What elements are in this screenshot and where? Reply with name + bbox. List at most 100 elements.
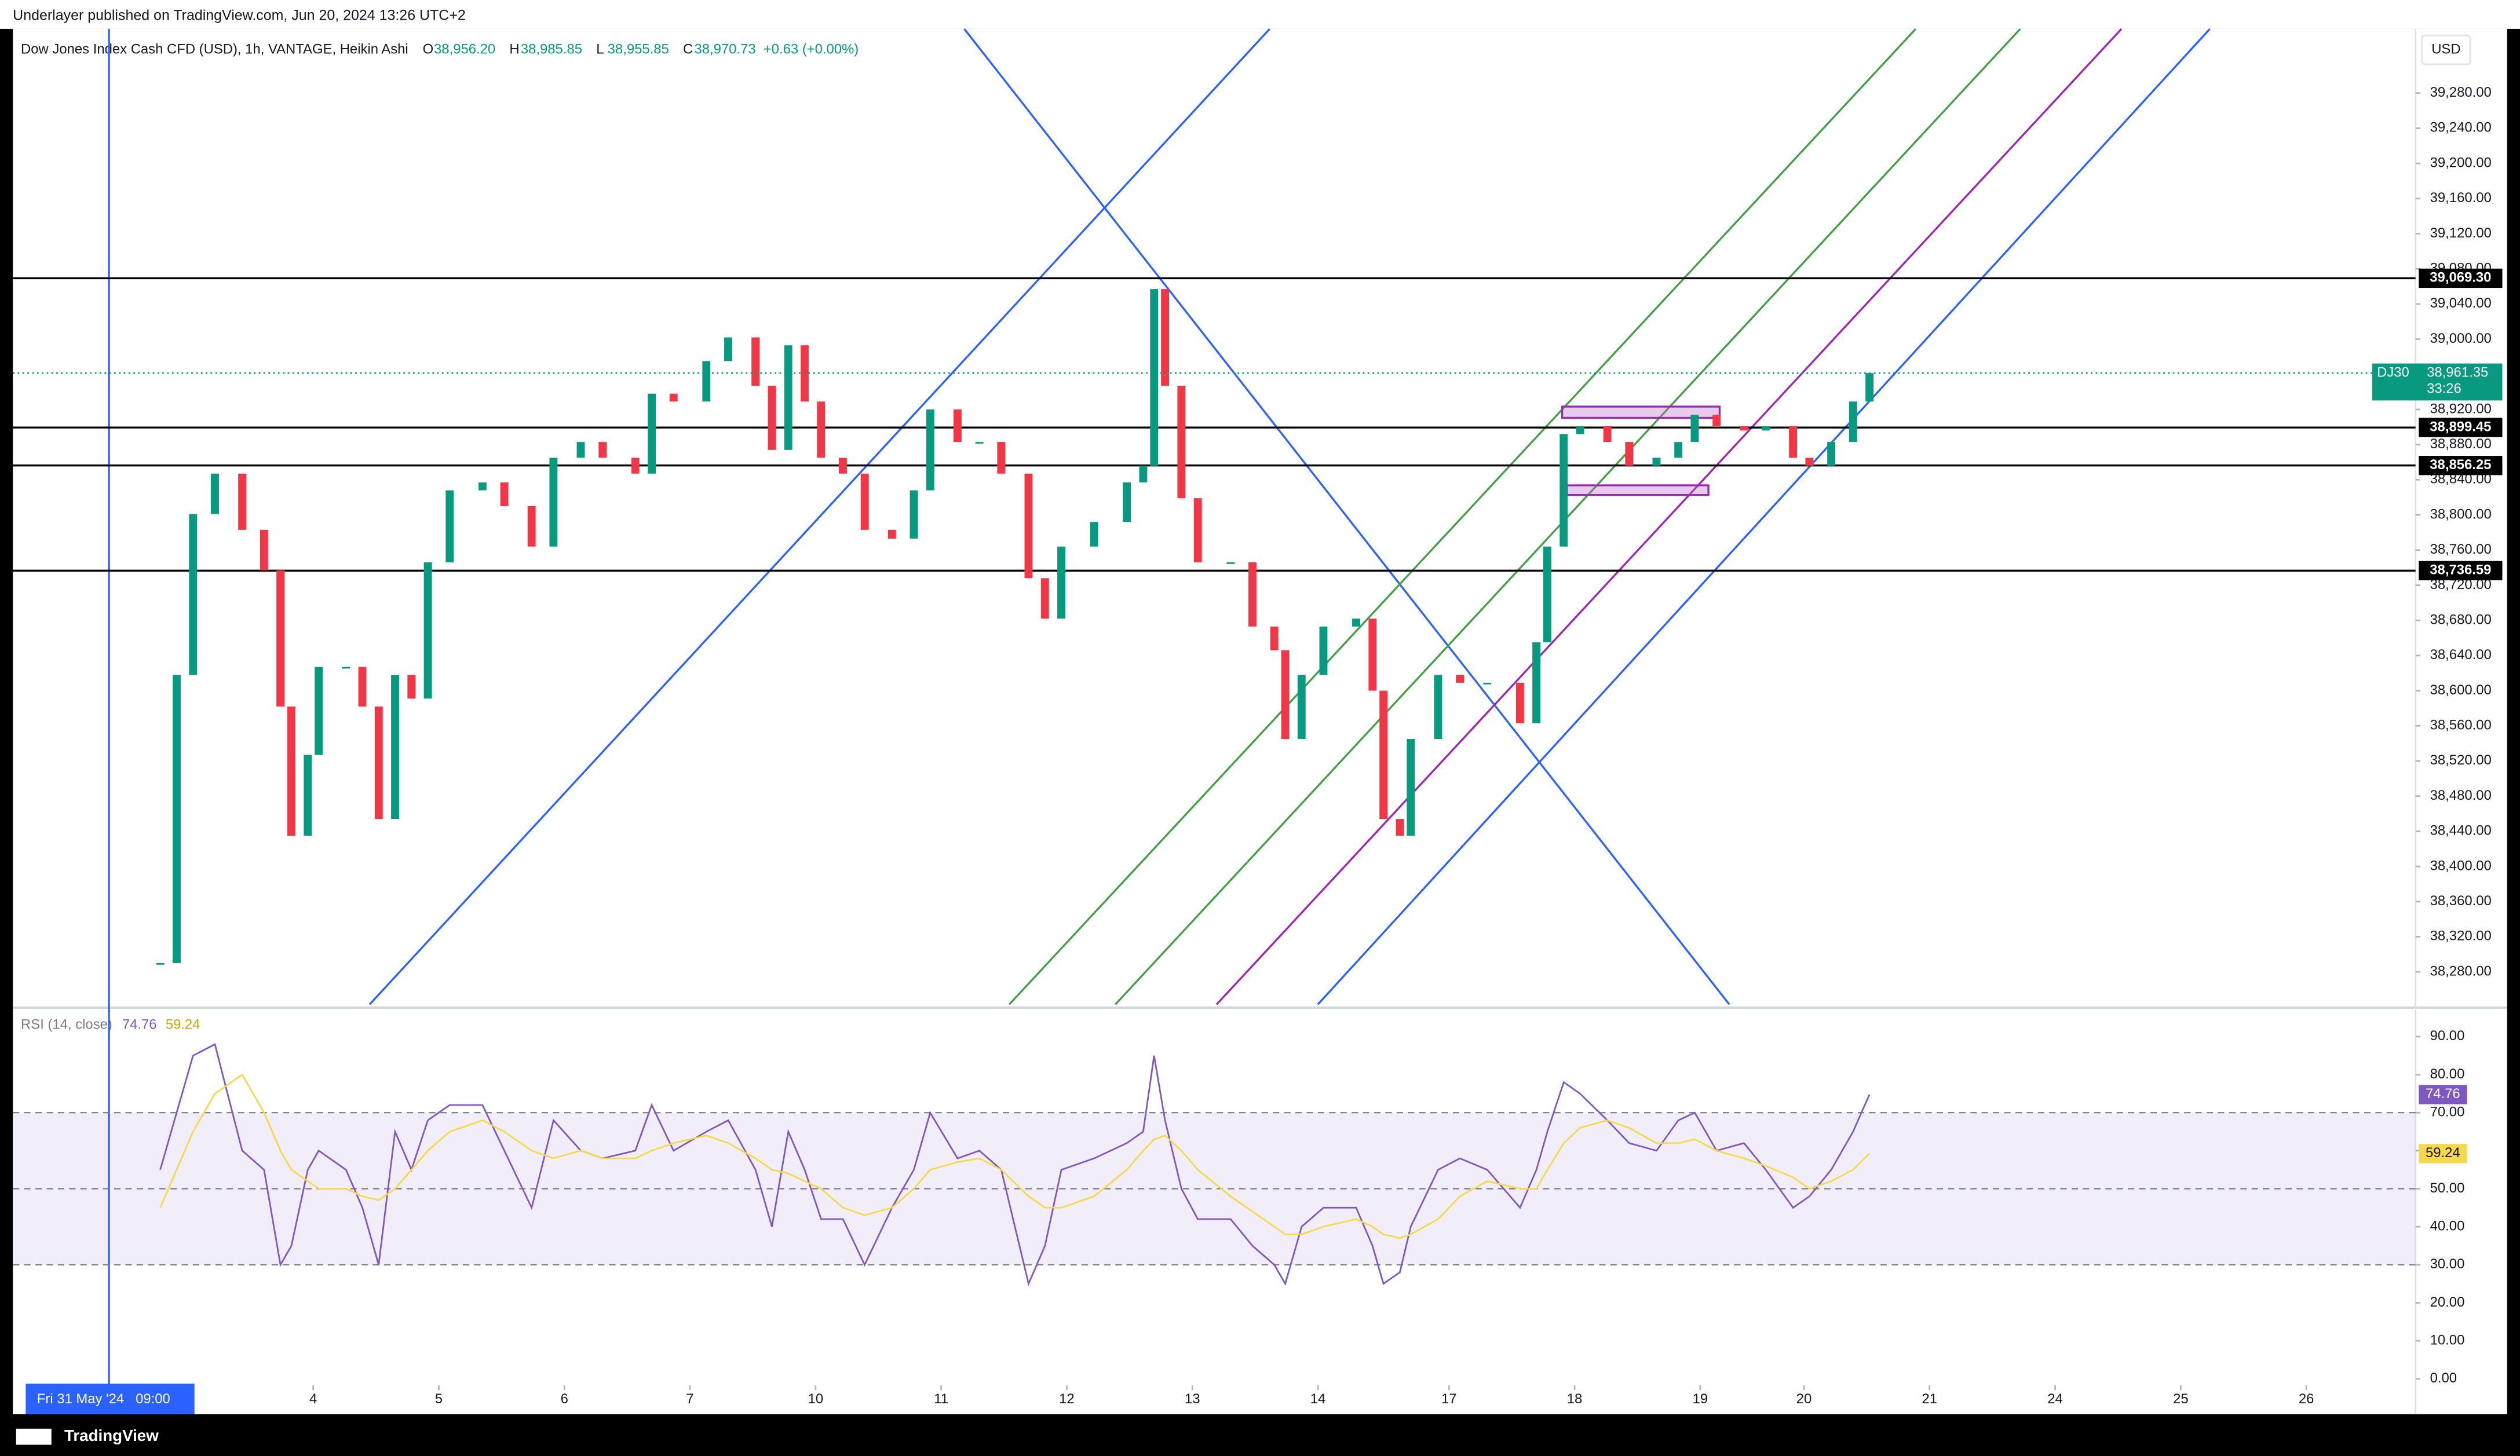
candle bbox=[500, 482, 509, 506]
change: +0.63 (+0.00%) bbox=[764, 41, 859, 57]
level-label-bg bbox=[2419, 268, 2503, 288]
candle bbox=[910, 490, 918, 539]
y-tick-label: 0.00 bbox=[2430, 1370, 2457, 1386]
x-tick-label: 24 bbox=[2047, 1391, 2063, 1407]
x-tick-label: 13 bbox=[1185, 1391, 1200, 1407]
level-label: 38,856.25 bbox=[2430, 457, 2491, 473]
chart-bg bbox=[13, 28, 2507, 1414]
candle bbox=[1248, 562, 1257, 627]
y-tick-label: 50.00 bbox=[2430, 1180, 2465, 1196]
candle bbox=[839, 458, 847, 474]
candle bbox=[1161, 289, 1170, 386]
x-tick-label: 21 bbox=[1922, 1391, 1937, 1407]
ohlc-label: H bbox=[509, 41, 519, 57]
level-label-bg bbox=[2419, 561, 2503, 580]
x-tick-label: 26 bbox=[2299, 1391, 2314, 1407]
y-tick-label: 80.00 bbox=[2430, 1066, 2465, 1082]
candle bbox=[423, 562, 432, 699]
candle bbox=[1123, 482, 1131, 522]
candle bbox=[527, 506, 536, 547]
candle bbox=[1139, 466, 1148, 482]
candle bbox=[669, 393, 678, 402]
candle bbox=[189, 514, 198, 675]
x-tick-label: 7 bbox=[686, 1391, 693, 1407]
level-label-bg bbox=[2419, 456, 2503, 475]
candle bbox=[1483, 682, 1492, 685]
candle bbox=[1456, 675, 1464, 683]
candle bbox=[1805, 458, 1814, 466]
candle bbox=[1270, 626, 1279, 650]
chart-title: Dow Jones Index Cash CFD (USD), 1h, VANT… bbox=[21, 41, 408, 57]
candle bbox=[1177, 386, 1186, 499]
y-tick-label: 40.00 bbox=[2430, 1218, 2465, 1234]
candle bbox=[445, 490, 454, 563]
channel-line bbox=[1215, 28, 2123, 1005]
y-tick-label: 39,040.00 bbox=[2430, 295, 2492, 311]
y-tick-label: 30.00 bbox=[2430, 1256, 2465, 1272]
y-tick-label: 38,480.00 bbox=[2430, 788, 2492, 803]
y-tick-label: 38,280.00 bbox=[2430, 963, 2492, 979]
candle bbox=[549, 458, 558, 547]
y-tick-label: 38,600.00 bbox=[2430, 682, 2492, 698]
y-tick-label: 38,640.00 bbox=[2430, 647, 2492, 663]
brand-logo bbox=[16, 1428, 52, 1445]
x-tick-label: 18 bbox=[1567, 1391, 1583, 1407]
candle bbox=[1576, 426, 1584, 434]
y-tick-label: 38,920.00 bbox=[2430, 401, 2492, 416]
rsi-value-bg bbox=[2419, 1144, 2467, 1164]
x-tick-label: 25 bbox=[2173, 1391, 2189, 1407]
rsi-line bbox=[159, 1073, 1870, 1239]
x-tick-label: 12 bbox=[1059, 1391, 1075, 1407]
candle bbox=[1281, 650, 1290, 740]
candle bbox=[1740, 426, 1748, 431]
candle bbox=[953, 409, 962, 442]
candle bbox=[1319, 626, 1328, 675]
last-price: 38,961.35 bbox=[2427, 365, 2488, 381]
candle bbox=[926, 409, 934, 491]
candle bbox=[1789, 426, 1798, 458]
candle bbox=[1057, 546, 1065, 619]
candle bbox=[304, 755, 312, 836]
y-tick-label: 38,680.00 bbox=[2430, 612, 2492, 627]
currency-box[interactable] bbox=[2421, 34, 2471, 65]
rsi-value-bg bbox=[2419, 1085, 2467, 1104]
candle bbox=[1712, 415, 1721, 426]
candle bbox=[1368, 619, 1377, 691]
currency: USD bbox=[2431, 41, 2460, 57]
candle bbox=[1434, 675, 1442, 740]
ohlc-label: L bbox=[596, 41, 604, 57]
candle bbox=[1865, 373, 1874, 402]
candle bbox=[1407, 739, 1415, 836]
drawings bbox=[368, 28, 2211, 1005]
level-label: 38,899.45 bbox=[2430, 419, 2491, 434]
candle bbox=[315, 667, 323, 755]
channel-line bbox=[1115, 28, 2021, 1005]
x-tick-label: 19 bbox=[1693, 1391, 1708, 1407]
candle bbox=[342, 667, 350, 669]
y-tick-label: 38,520.00 bbox=[2430, 752, 2492, 768]
cursor-label-bg bbox=[25, 1384, 195, 1414]
y-tick-label: 20.00 bbox=[2430, 1294, 2465, 1310]
candle bbox=[598, 442, 607, 458]
candle bbox=[1849, 401, 1857, 442]
candle bbox=[1379, 690, 1388, 820]
y-tick-label: 38,440.00 bbox=[2430, 823, 2492, 839]
zone-box bbox=[1561, 405, 1721, 419]
candle bbox=[702, 361, 711, 402]
candle bbox=[1024, 473, 1033, 579]
candle bbox=[1690, 415, 1699, 442]
candle bbox=[1150, 289, 1159, 466]
x-tick-label: 5 bbox=[435, 1391, 443, 1407]
candle bbox=[576, 442, 585, 458]
candle bbox=[173, 675, 181, 963]
candle bbox=[1603, 426, 1612, 442]
candle bbox=[1827, 442, 1836, 466]
y-tick-label: 70.00 bbox=[2430, 1104, 2465, 1120]
ohlc-value: 38,970.73 bbox=[694, 41, 755, 57]
channel-line bbox=[1008, 28, 1917, 1005]
candle bbox=[860, 473, 869, 530]
candle bbox=[156, 963, 165, 965]
candle bbox=[287, 706, 295, 836]
y-tick-label: 39,000.00 bbox=[2430, 331, 2492, 346]
